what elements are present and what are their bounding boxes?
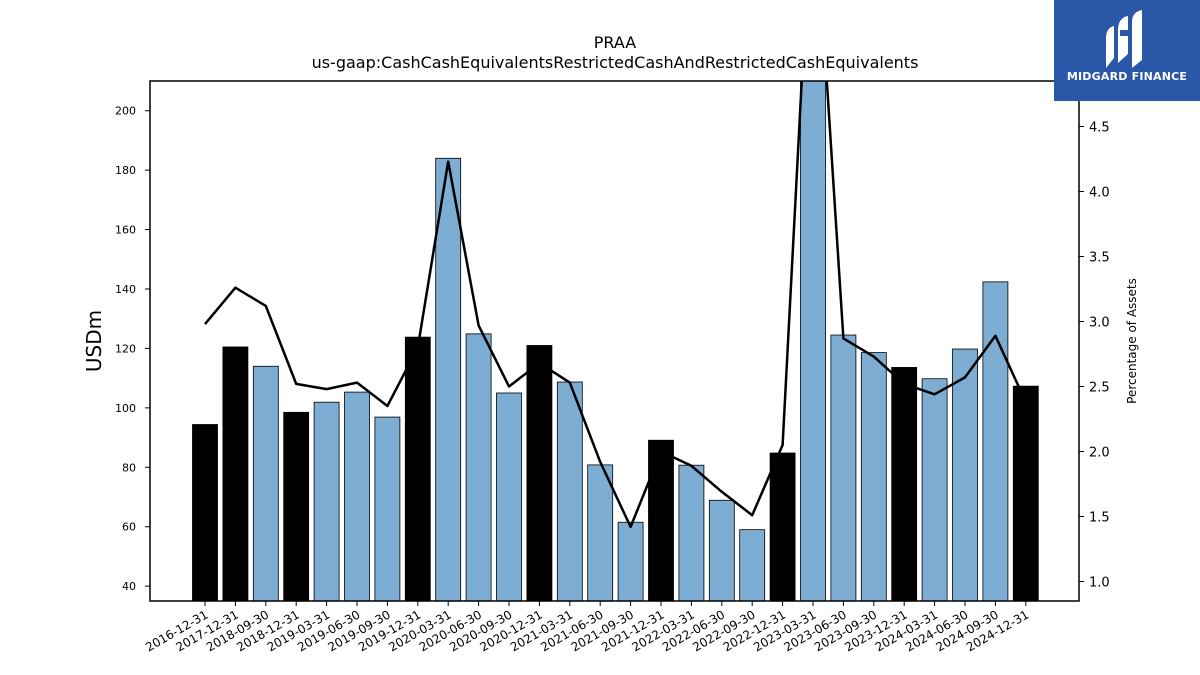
y-axis-label: USDm [82, 310, 106, 372]
bar-2023-03-31 [800, 81, 826, 601]
bar-2022-09-30 [739, 529, 766, 601]
bar-2024-09-30 [982, 281, 1009, 601]
bar-2019-03-31 [313, 401, 340, 601]
y2-tick-label: 1.5 [1089, 511, 1110, 526]
bar-2022-06-30 [708, 499, 735, 601]
bar-2018-09-30 [252, 365, 279, 601]
bar-2024-06-30 [952, 348, 978, 601]
brand-name: MIDGARD FINANCE [1066, 70, 1188, 83]
y-tick-label: 80 [122, 461, 136, 474]
y-tick-label: 140 [115, 283, 136, 296]
left-axis: 40 60 80 100 120 140 160 180 200 [115, 105, 150, 593]
bar-series [192, 81, 1039, 601]
bar-2021-09-30 [617, 521, 644, 601]
x-axis: 2016-12-312017-12-312018-09-302018-12-31… [143, 601, 1031, 654]
y2-tick-label: 2.5 [1089, 381, 1110, 396]
bar-2020-03-31 [435, 157, 462, 601]
bar-2021-12-31 [648, 439, 674, 601]
bar-2023-12-31 [891, 367, 918, 601]
y2-tick-label: 4.0 [1089, 186, 1110, 201]
plot-frame [149, 80, 1080, 602]
bar-2021-06-30 [587, 464, 614, 601]
y2-tick-label: 4.5 [1089, 121, 1110, 136]
right-axis: 1.0 1.5 2.0 2.5 3.0 3.5 4.0 4.5 [1079, 121, 1110, 591]
bar-2023-06-30 [830, 334, 857, 601]
bar-2022-03-31 [678, 464, 705, 601]
chart-subtitle: us-gaap:CashCashEquivalentsRestrictedCas… [312, 53, 919, 72]
bar-2018-12-31 [283, 411, 310, 601]
bar-2023-09-30 [860, 352, 887, 601]
chart-title: PRAA [594, 33, 637, 52]
y-tick-label: 180 [115, 164, 136, 177]
y2-tick-label: 2.0 [1089, 446, 1110, 461]
bar-2021-03-31 [556, 381, 583, 601]
bar-2016-12-31 [192, 424, 218, 601]
bar-2017-12-31 [222, 346, 249, 601]
bar-2019-12-31 [404, 336, 431, 601]
bar-2024-03-31 [921, 378, 948, 601]
y-tick-label: 40 [122, 580, 136, 593]
percentage-line [204, 81, 1027, 529]
bar-2020-09-30 [496, 392, 522, 601]
bar-2019-09-30 [374, 416, 401, 601]
bar-2020-12-31 [526, 345, 553, 601]
y-tick-label: 100 [115, 402, 136, 415]
y2-tick-label: 3.5 [1089, 251, 1110, 266]
bar-2024-12-31 [1012, 385, 1039, 601]
y2-axis-label: Percentage of Assets [1125, 278, 1139, 404]
y-tick-label: 120 [115, 342, 136, 355]
bar-2020-06-30 [465, 333, 492, 601]
bar-2022-12-31 [769, 452, 796, 601]
brand-logo: MIDGARD FINANCE [1054, 0, 1200, 101]
line-series [204, 81, 1027, 529]
y-tick-label: 60 [122, 521, 136, 534]
y2-tick-label: 3.0 [1089, 316, 1110, 331]
y-tick-label: 200 [115, 105, 136, 118]
midgard-logo-icon [1106, 10, 1142, 68]
y-tick-label: 160 [115, 224, 136, 237]
y2-tick-label: 1.0 [1089, 576, 1110, 591]
bar-2019-06-30 [344, 391, 370, 601]
